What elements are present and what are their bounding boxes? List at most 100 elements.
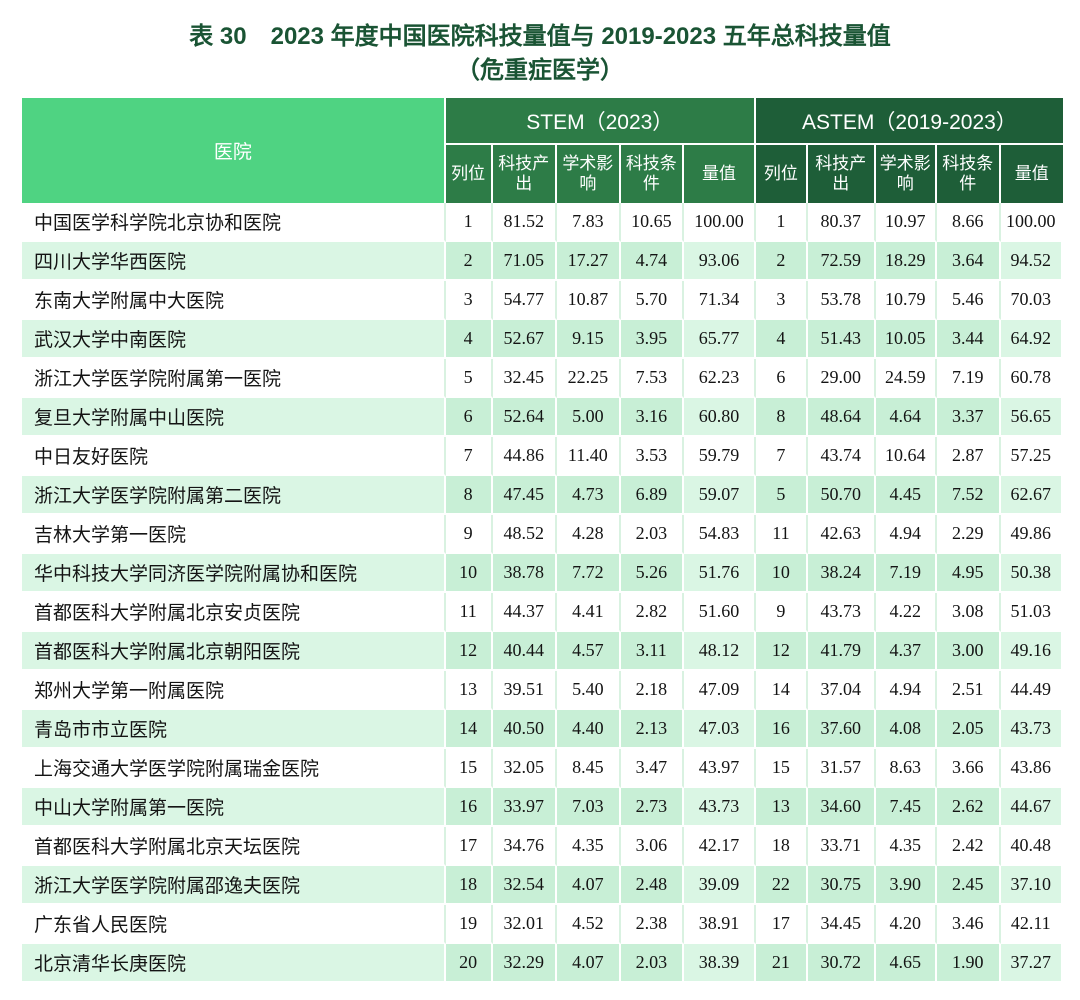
- stem-value-cell: 51.76: [684, 554, 756, 594]
- astem-output-cell: 50.70: [807, 476, 876, 516]
- hospital-name-cell: 浙江大学医学院附属邵逸夫医院: [22, 866, 446, 906]
- table-row: 广东省人民医院 19 32.01 4.52 2.38 38.91 17 34.45 4.20 3.…: [22, 905, 1063, 945]
- stem-condition-cell: 4.74: [620, 242, 685, 282]
- hospital-name-cell: 东南大学附属中大医院: [22, 281, 446, 321]
- stem-rank-cell: 12: [445, 632, 493, 672]
- astem-condition-cell: 2.05: [937, 710, 1001, 750]
- astem-condition-cell: 2.62: [937, 788, 1001, 828]
- astem-condition-cell: 3.00: [937, 632, 1001, 672]
- table-row: 浙江大学医学院附属第二医院 8 47.45 4.73 6.89 59.07 5 50.70 4.…: [22, 476, 1063, 516]
- hospital-name-cell: 首都医科大学附属北京安贞医院: [22, 593, 446, 633]
- astem-output-cell: 33.71: [807, 827, 876, 867]
- table-row: 东南大学附属中大医院 3 54.77 10.87 5.70 71.34 3 53.78 10.7…: [22, 281, 1063, 321]
- hospital-name-cell: 华中科技大学同济医学院附属协和医院: [22, 554, 446, 594]
- stem-condition-cell: 2.38: [620, 905, 685, 945]
- stem-condition-header: 科技条件: [620, 145, 685, 204]
- astem-condition-cell: 8.66: [937, 203, 1001, 243]
- stem-impact-cell: 5.00: [557, 398, 621, 438]
- astem-output-cell: 37.04: [807, 671, 876, 711]
- stem-condition-cell: 3.53: [620, 437, 685, 477]
- stem-value-cell: 47.09: [684, 671, 756, 711]
- astem-output-cell: 31.57: [807, 749, 876, 789]
- astem-output-cell: 80.37: [807, 203, 876, 243]
- stem-value-cell: 54.83: [684, 515, 756, 555]
- astem-impact-cell: 4.37: [875, 632, 937, 672]
- astem-rank-cell: 22: [755, 866, 808, 906]
- stem-output-cell: 32.05: [492, 749, 558, 789]
- astem-condition-cell: 2.51: [937, 671, 1001, 711]
- astem-output-cell: 43.73: [807, 593, 876, 633]
- astem-condition-cell: 2.87: [937, 437, 1001, 477]
- stem-condition-cell: 2.03: [620, 515, 685, 555]
- astem-output-cell: 42.63: [807, 515, 876, 555]
- stem-impact-cell: 4.40: [557, 710, 621, 750]
- table-row: 吉林大学第一医院 9 48.52 4.28 2.03 54.83 11 42.63 4.94 2.…: [22, 515, 1063, 555]
- table-row: 上海交通大学医学院附属瑞金医院 15 32.05 8.45 3.47 43.97 15 31.…: [22, 749, 1063, 789]
- astem-rank-cell: 1: [755, 203, 808, 243]
- stem-output-cell: 32.01: [492, 905, 558, 945]
- stem-value-cell: 71.34: [684, 281, 756, 321]
- astem-impact-cell: 4.64: [875, 398, 937, 438]
- astem-value-cell: 37.27: [1000, 944, 1063, 984]
- astem-value-cell: 56.65: [1000, 398, 1063, 438]
- astem-output-cell: 72.59: [807, 242, 876, 282]
- stem-condition-cell: 2.18: [620, 671, 685, 711]
- stem-rank-cell: 16: [445, 788, 493, 828]
- stem-group-header: STEM（2023）: [445, 98, 756, 146]
- stem-condition-cell: 2.03: [620, 944, 685, 984]
- stem-value-cell: 43.73: [684, 788, 756, 828]
- stem-output-cell: 48.52: [492, 515, 558, 555]
- astem-rank-cell: 13: [755, 788, 808, 828]
- astem-rank-cell: 8: [755, 398, 808, 438]
- astem-impact-cell: 4.94: [875, 671, 937, 711]
- stem-rank-cell: 18: [445, 866, 493, 906]
- stem-rank-cell: 17: [445, 827, 493, 867]
- table-row: 首都医科大学附属北京天坛医院 17 34.76 4.35 3.06 42.17 18 33.7…: [22, 827, 1063, 867]
- stem-impact-cell: 7.03: [557, 788, 621, 828]
- table-row: 浙江大学医学院附属邵逸夫医院 18 32.54 4.07 2.48 39.09 22 30.7…: [22, 866, 1063, 906]
- table-title-line1: 表 30 2023 年度中国医院科技量值与 2019-2023 五年总科技量值: [189, 23, 891, 50]
- hospital-name-cell: 郑州大学第一附属医院: [22, 671, 446, 711]
- hospital-name-cell: 中日友好医院: [22, 437, 446, 477]
- table-row: 复旦大学附属中山医院 6 52.64 5.00 3.16 60.80 8 48.64 4.64 3…: [22, 398, 1063, 438]
- astem-impact-cell: 3.90: [875, 866, 937, 906]
- astem-condition-cell: 1.90: [937, 944, 1001, 984]
- astem-value-cell: 43.86: [1000, 749, 1063, 789]
- astem-rank-cell: 15: [755, 749, 808, 789]
- astem-rank-cell: 6: [755, 359, 808, 399]
- stem-impact-cell: 4.73: [557, 476, 621, 516]
- astem-output-cell: 34.60: [807, 788, 876, 828]
- stem-value-cell: 47.03: [684, 710, 756, 750]
- stem-condition-cell: 6.89: [620, 476, 685, 516]
- stem-value-cell: 43.97: [684, 749, 756, 789]
- astem-impact-header: 学术影响: [875, 145, 937, 204]
- stem-impact-cell: 4.07: [557, 866, 621, 906]
- stem-rank-cell: 1: [445, 203, 493, 243]
- hospital-name-cell: 中国医学科学院北京协和医院: [22, 203, 446, 243]
- stem-rank-cell: 19: [445, 905, 493, 945]
- stem-output-cell: 33.97: [492, 788, 558, 828]
- stem-impact-cell: 4.28: [557, 515, 621, 555]
- stem-impact-cell: 7.83: [557, 203, 621, 243]
- table-row: 武汉大学中南医院 4 52.67 9.15 3.95 65.77 4 51.43 10.05 3.…: [22, 320, 1063, 360]
- astem-condition-cell: 7.19: [937, 359, 1001, 399]
- astem-impact-cell: 4.35: [875, 827, 937, 867]
- astem-impact-cell: 10.64: [875, 437, 937, 477]
- stem-value-cell: 42.17: [684, 827, 756, 867]
- stem-output-cell: 40.50: [492, 710, 558, 750]
- astem-output-cell: 37.60: [807, 710, 876, 750]
- astem-output-cell: 41.79: [807, 632, 876, 672]
- stem-condition-cell: 3.16: [620, 398, 685, 438]
- astem-rank-cell: 16: [755, 710, 808, 750]
- hospital-name-cell: 上海交通大学医学院附属瑞金医院: [22, 749, 446, 789]
- stem-rank-cell: 3: [445, 281, 493, 321]
- stem-value-cell: 38.39: [684, 944, 756, 984]
- stem-impact-cell: 5.40: [557, 671, 621, 711]
- astem-condition-cell: 2.45: [937, 866, 1001, 906]
- astem-rank-cell: 11: [755, 515, 808, 555]
- stem-output-cell: 52.67: [492, 320, 558, 360]
- stem-condition-cell: 5.26: [620, 554, 685, 594]
- stem-rank-cell: 5: [445, 359, 493, 399]
- stem-impact-cell: 9.15: [557, 320, 621, 360]
- astem-condition-cell: 5.46: [937, 281, 1001, 321]
